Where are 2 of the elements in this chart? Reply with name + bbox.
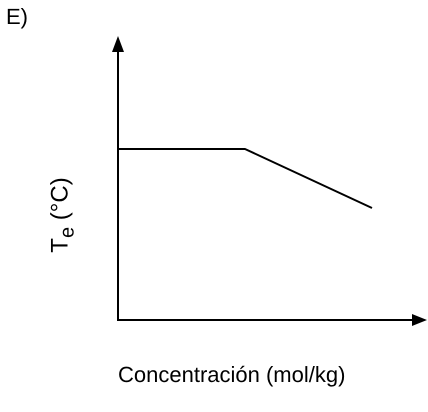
x-axis-title: Concentración (mol/kg) xyxy=(118,362,346,388)
chart-title: E) xyxy=(6,4,28,30)
